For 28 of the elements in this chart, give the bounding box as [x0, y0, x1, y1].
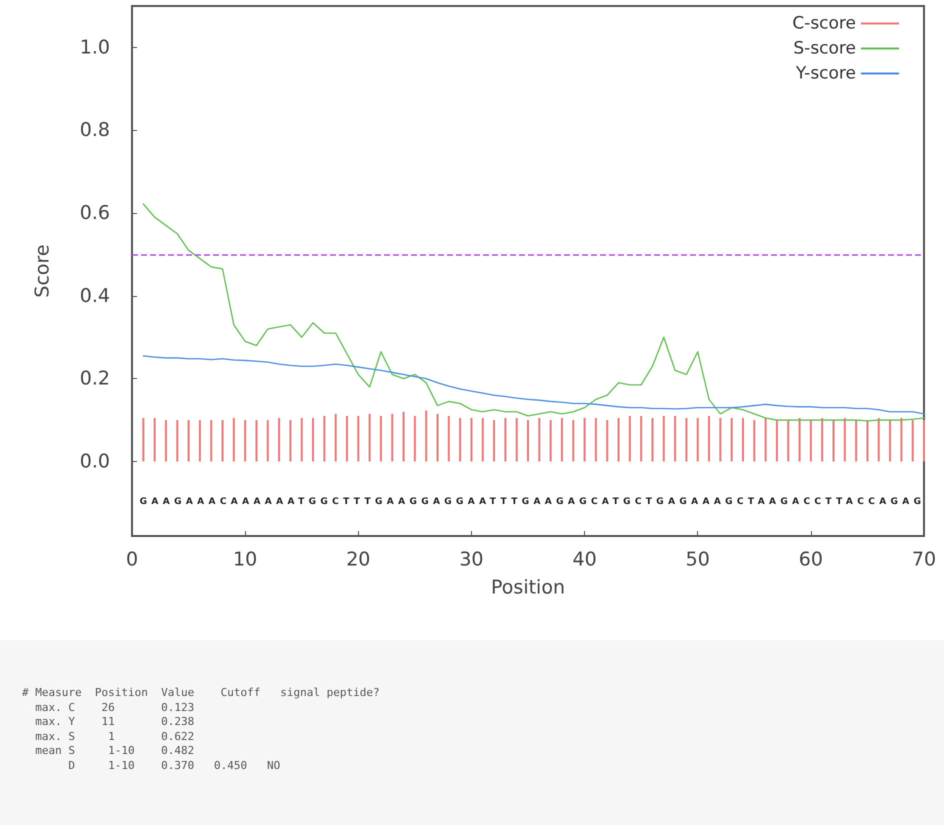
text: max. Y 11 0.238 — [35, 715, 194, 728]
y-axis-title: Score — [32, 244, 54, 298]
text: max. S 1 0.622 — [35, 730, 194, 743]
line-series — [142, 203, 925, 422]
text: # Measure Position Value Cutoff signal peptide? — [22, 686, 380, 699]
x-tick-label: 70 — [912, 548, 936, 570]
y-tick-label: 0.4 — [80, 284, 110, 307]
legend-label: C-score — [792, 14, 856, 34]
y-tick-label: 0.8 — [80, 119, 110, 142]
y-tick-label: 0.2 — [80, 368, 110, 390]
legend-label: S-score — [793, 38, 856, 58]
x-tick-label: 30 — [459, 548, 484, 570]
y-tick-label: 0.6 — [80, 202, 110, 224]
x-tick-label: 40 — [572, 548, 597, 570]
x-tick-label: 0 — [126, 548, 138, 570]
y-tick-label: 1.0 — [80, 36, 110, 58]
text: mean S 1-10 0.482 — [35, 744, 194, 758]
line-series — [142, 355, 925, 414]
text: max. C 26 0.123 — [35, 700, 194, 714]
y-tick-label: 0.0 — [80, 450, 110, 472]
text: D 1-10 0.370 0.450 NO — [68, 758, 280, 772]
x-tick-label: 60 — [798, 548, 823, 570]
legend-label: Y-score — [794, 64, 856, 84]
annotation: GAAGAAACAAAAAATGGCTTTGAAGGAGGAATTTGAAGAGCATGCTGAGAAAGCTAAGACCTTACCAGAG — [140, 496, 926, 507]
x-tick-label: 20 — [346, 548, 370, 570]
x-tick-label: 50 — [686, 548, 710, 570]
x-tick-label: 10 — [233, 548, 258, 570]
x-axis-title: Position — [491, 576, 565, 598]
